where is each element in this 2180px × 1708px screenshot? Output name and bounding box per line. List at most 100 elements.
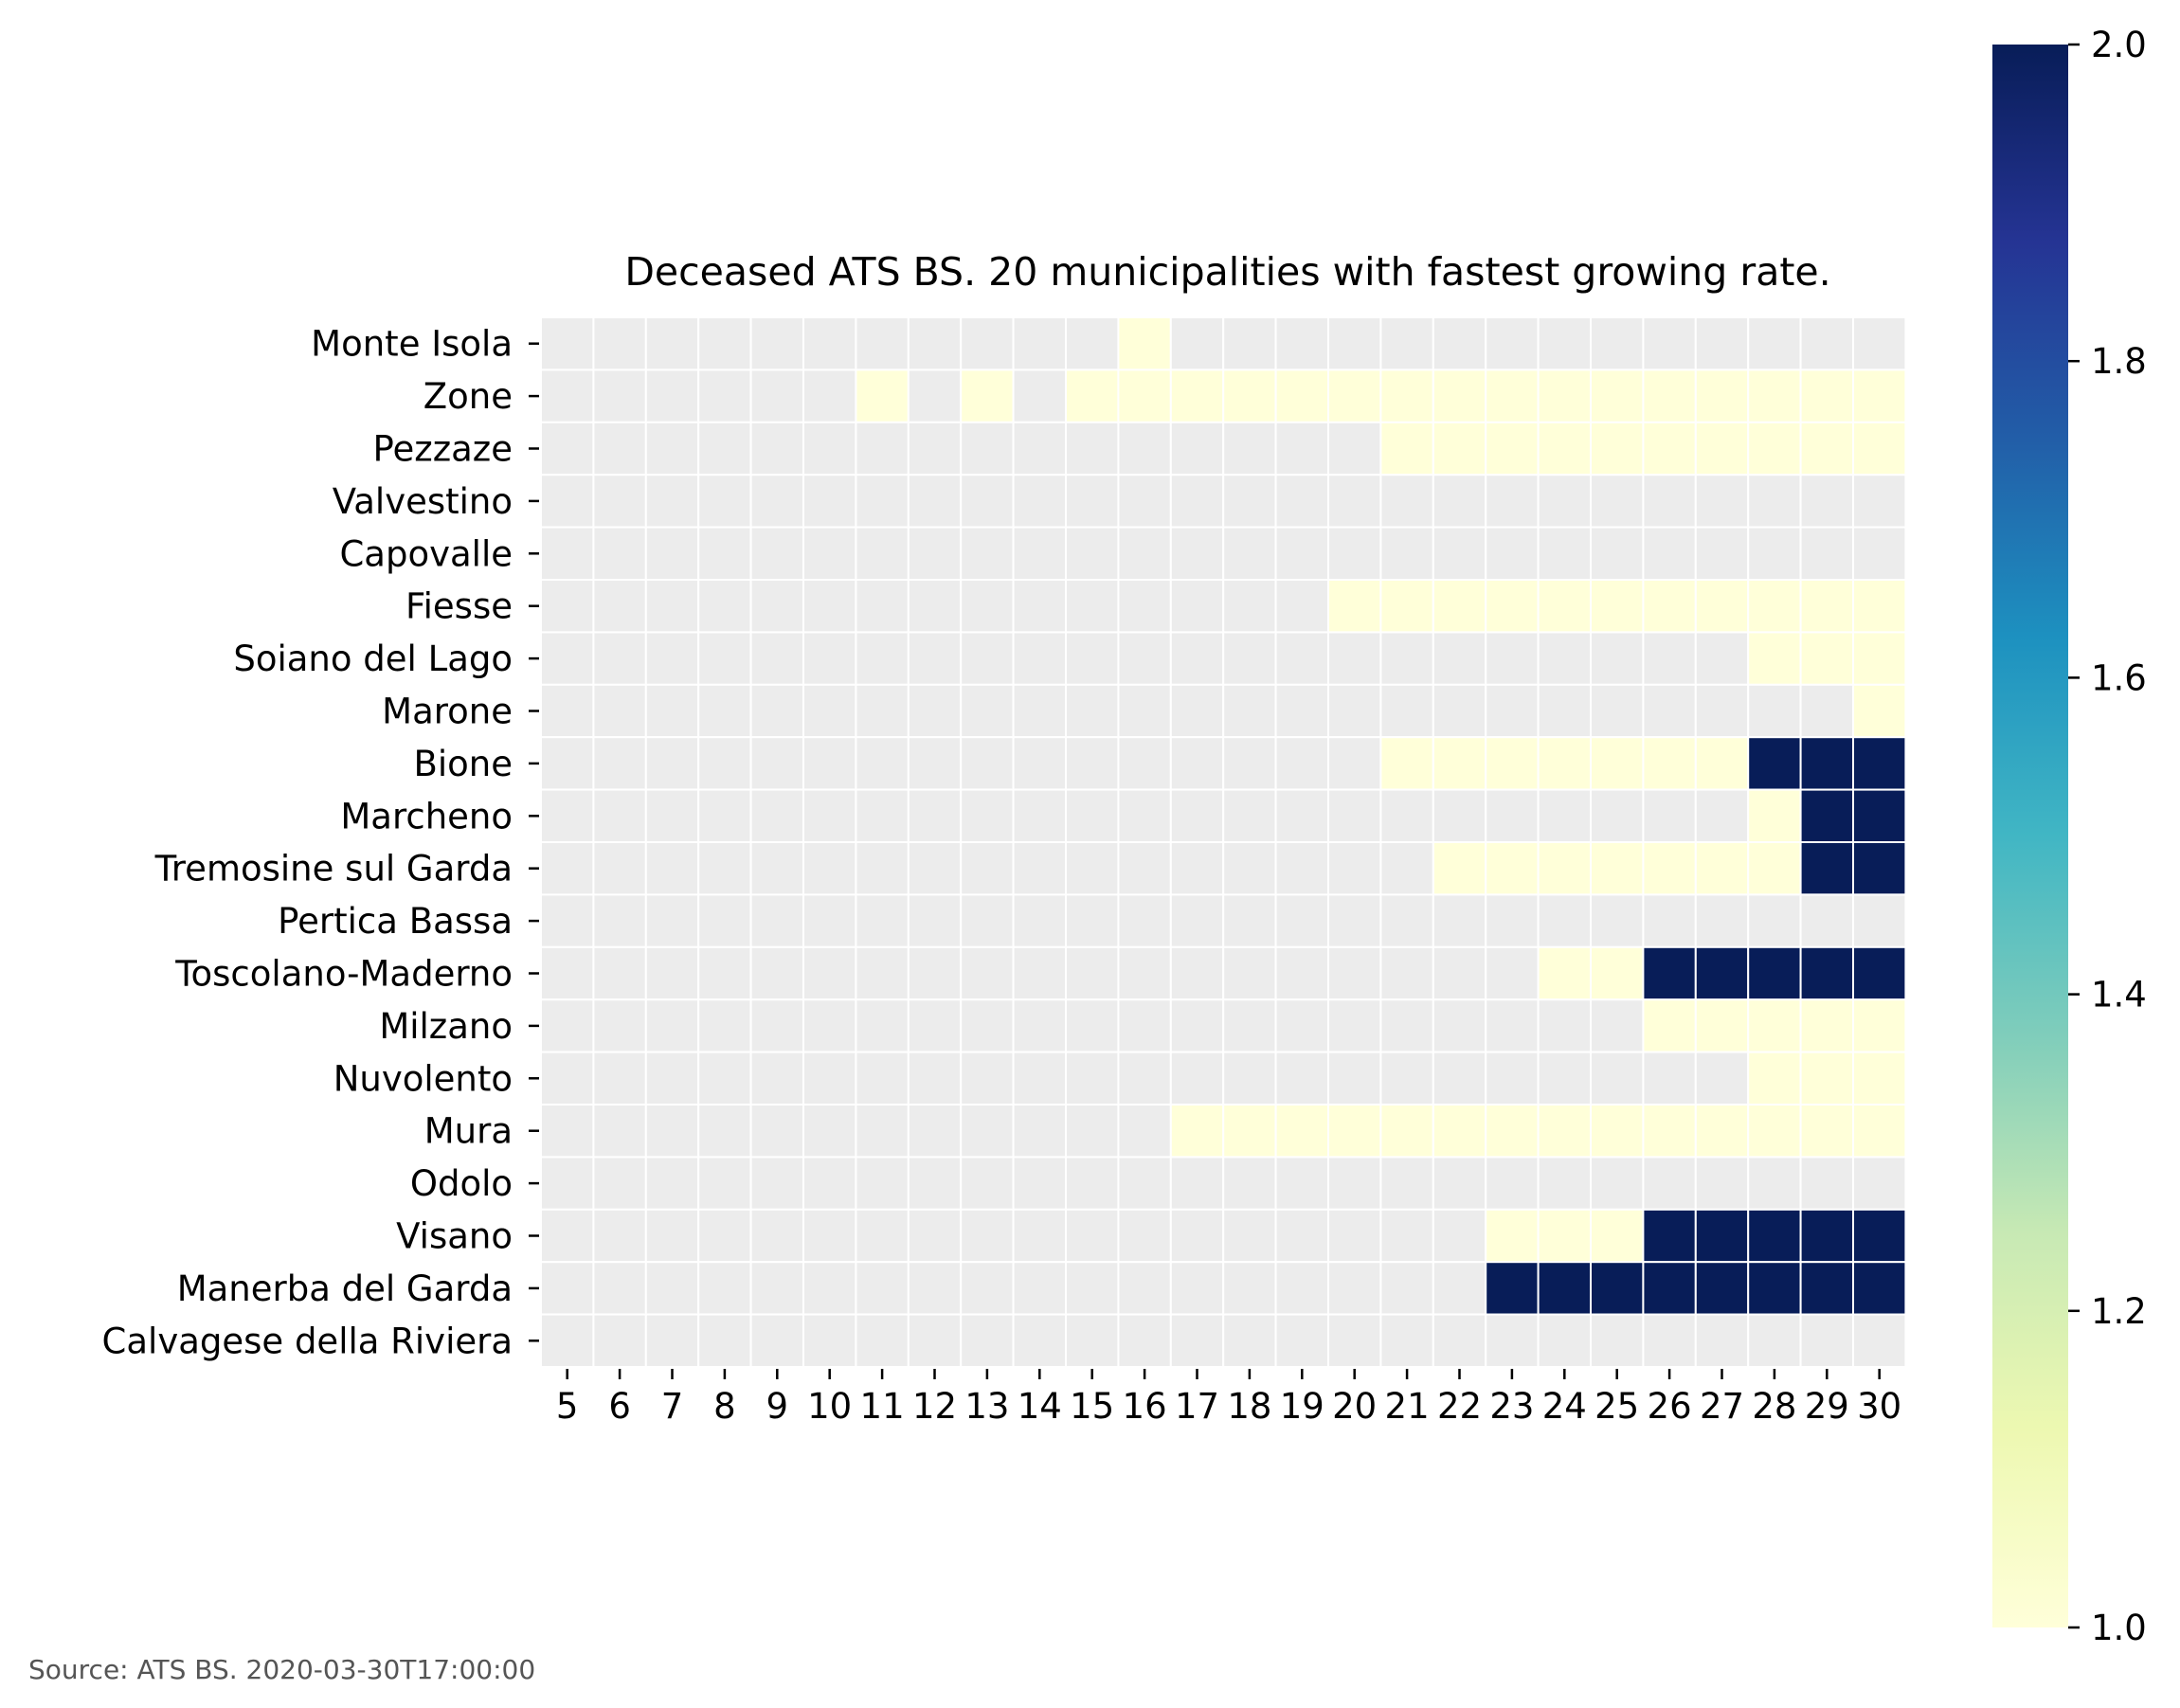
- heatmap-cell: [802, 998, 857, 1053]
- heatmap-cell: [907, 683, 963, 739]
- heatmap-cell: [1012, 369, 1067, 423]
- heatmap-cell: [1274, 841, 1329, 896]
- heatmap-cell: [1169, 316, 1225, 371]
- heatmap-cell: [592, 316, 647, 371]
- heatmap-cell: [1852, 316, 1907, 371]
- heatmap-cell: [1012, 998, 1067, 1053]
- heatmap-cell: [644, 998, 700, 1053]
- heatmap-cell: [802, 421, 857, 476]
- heatmap-cell: [1379, 631, 1434, 686]
- heatmap-cell: [1012, 1051, 1067, 1106]
- heatmap-cell: [540, 1208, 595, 1264]
- heatmap-cell: [1642, 316, 1697, 371]
- heatmap-cell: [1747, 1156, 1802, 1211]
- y-tick-label: Odolo: [410, 1163, 513, 1204]
- heatmap-cell: [1590, 998, 1645, 1053]
- heatmap-cell: [697, 683, 752, 739]
- heatmap-cell: [1694, 1261, 1750, 1316]
- heatmap-cell: [1852, 841, 1907, 896]
- heatmap-cell: [1485, 736, 1540, 791]
- heatmap-cell: [1852, 683, 1907, 739]
- heatmap-cell: [1537, 998, 1592, 1053]
- y-tick-label: Calvagese della Riviera: [102, 1321, 513, 1361]
- heatmap-cell: [1432, 421, 1487, 476]
- heatmap-cell: [907, 1208, 963, 1264]
- heatmap-cell: [802, 1261, 857, 1316]
- heatmap-cell: [697, 1313, 752, 1368]
- heatmap-cell: [1485, 1261, 1540, 1316]
- heatmap-cell: [592, 1313, 647, 1368]
- heatmap-cell: [1642, 1313, 1697, 1368]
- heatmap-cell: [907, 369, 963, 423]
- heatmap-cell: [697, 316, 752, 371]
- heatmap-cell: [644, 579, 700, 634]
- heatmap-cell: [1012, 945, 1067, 1001]
- heatmap-cell: [1012, 1156, 1067, 1211]
- heatmap-cell: [749, 1313, 804, 1368]
- heatmap-cell: [749, 841, 804, 896]
- heatmap-cell: [749, 1208, 804, 1264]
- heatmap-cell: [592, 736, 647, 791]
- heatmap-cell: [1117, 1051, 1172, 1106]
- heatmap-cell: [907, 998, 963, 1053]
- heatmap-cell: [1537, 788, 1592, 843]
- heatmap-cell: [1274, 421, 1329, 476]
- heatmap-cell: [1590, 1313, 1645, 1368]
- heatmap-cell: [1379, 421, 1434, 476]
- heatmap-cell: [749, 683, 804, 739]
- heatmap-cell: [1590, 945, 1645, 1001]
- heatmap-cell: [1327, 998, 1382, 1053]
- heatmap-cell: [1590, 474, 1645, 529]
- heatmap-cell: [1747, 788, 1802, 843]
- chart-title: Deceased ATS BS. 20 municipalities with …: [624, 249, 1830, 295]
- heatmap-cell: [1012, 1261, 1067, 1316]
- heatmap-cell: [960, 998, 1015, 1053]
- heatmap-cell: [644, 1208, 700, 1264]
- heatmap-cell: [1694, 1208, 1750, 1264]
- heatmap-cell: [1379, 1261, 1434, 1316]
- heatmap-cell: [1117, 631, 1172, 686]
- heatmap-cell: [1642, 1104, 1697, 1159]
- heatmap-cell: [1799, 1104, 1854, 1159]
- heatmap-cell: [1537, 316, 1592, 371]
- heatmap-cell: [1799, 788, 1854, 843]
- x-tick-label: 20: [1332, 1386, 1377, 1427]
- y-tick-label: Soiano del Lago: [233, 638, 513, 679]
- heatmap-cell: [855, 1261, 910, 1316]
- heatmap-cell: [1747, 474, 1802, 529]
- heatmap-cell: [540, 369, 595, 423]
- colorbar-tick-label: 2.0: [2091, 25, 2147, 65]
- heatmap-cell: [1274, 683, 1329, 739]
- heatmap-cell: [1852, 1313, 1907, 1368]
- heatmap-cell: [540, 316, 595, 371]
- heatmap-cell: [1012, 421, 1067, 476]
- heatmap-cell: [1169, 788, 1225, 843]
- heatmap-cell: [1537, 631, 1592, 686]
- heatmap-cell: [907, 526, 963, 581]
- heatmap-cell: [1432, 1104, 1487, 1159]
- heatmap-cell: [1065, 631, 1120, 686]
- heatmap-cell: [855, 841, 910, 896]
- heatmap-cell: [540, 421, 595, 476]
- heatmap-cell: [1747, 1051, 1802, 1106]
- heatmap-cell: [1222, 893, 1277, 948]
- heatmap-cell: [592, 683, 647, 739]
- heatmap-cell: [1274, 1313, 1329, 1368]
- x-tick-label: 10: [807, 1386, 852, 1427]
- heatmap-cell: [592, 631, 647, 686]
- heatmap-cell: [1222, 1051, 1277, 1106]
- heatmap-cell: [1274, 316, 1329, 371]
- heatmap-cell: [1852, 736, 1907, 791]
- heatmap-cell: [1065, 1156, 1120, 1211]
- heatmap-cell: [1169, 841, 1225, 896]
- heatmap-cell: [960, 421, 1015, 476]
- heatmap-cell: [1117, 683, 1172, 739]
- heatmap-cell: [749, 1104, 804, 1159]
- heatmap-cell: [1169, 893, 1225, 948]
- heatmap-cell: [1117, 474, 1172, 529]
- heatmap-cell: [1694, 474, 1750, 529]
- heatmap-cell: [1590, 421, 1645, 476]
- x-tick-label: 17: [1175, 1386, 1219, 1427]
- heatmap-cell: [1799, 369, 1854, 423]
